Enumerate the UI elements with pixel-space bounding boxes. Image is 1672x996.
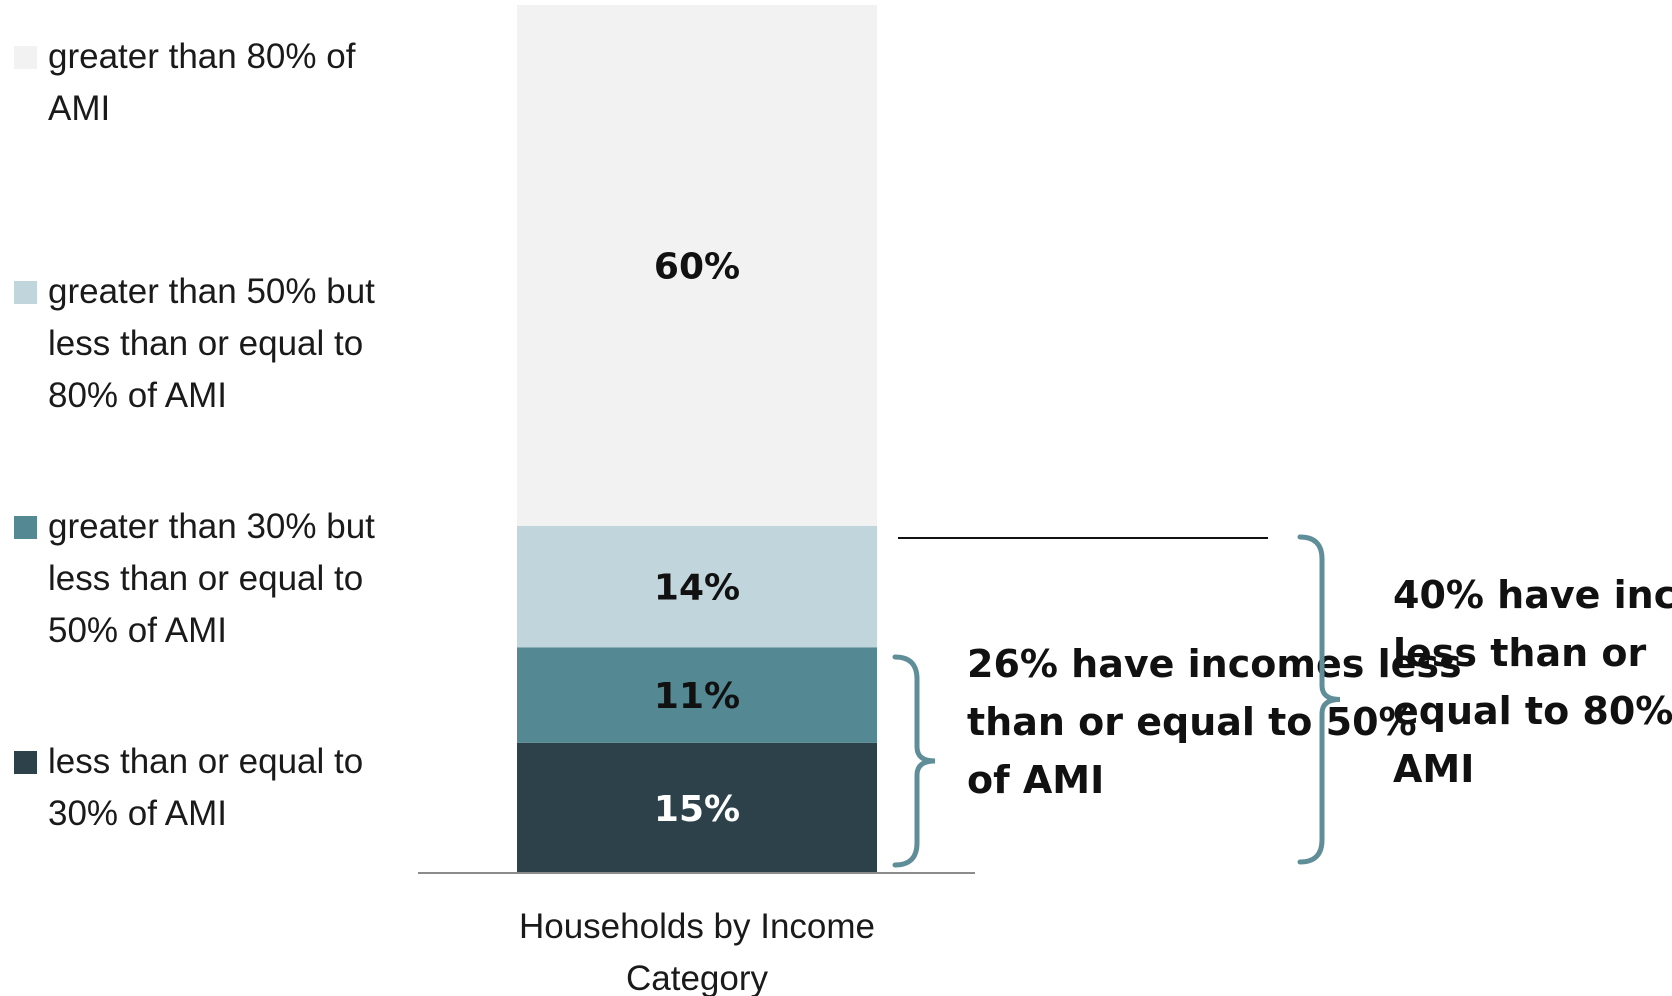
legend-label: greater than 50% but less than or equal t… <box>48 272 375 415</box>
legend-swatch <box>14 281 37 304</box>
legend-item-1: greater than 80% of AMI <box>14 37 356 128</box>
legend-item-4: less than or equal to 30% of AMI <box>14 742 363 833</box>
x-axis-label: Households by Income Category <box>519 907 875 996</box>
bar-segment-60 <box>517 5 877 526</box>
bar-segment-14 <box>517 525 877 648</box>
legend-item-3: greater than 30% but less than or equal t… <box>14 507 375 650</box>
legend-label: greater than 30% but less than or equal t… <box>48 507 375 650</box>
curly-bracket <box>1297 534 1341 865</box>
curly-bracket <box>892 654 936 868</box>
legend-label: greater than 80% of AMI <box>48 37 356 128</box>
legend-label: less than or equal to 30% of AMI <box>48 742 363 833</box>
legend-item-2: greater than 50% but less than or equal t… <box>14 272 375 415</box>
annotation-text: 26% have incomes less than or equal to 50… <box>967 642 1462 802</box>
bar-segment-11 <box>517 647 877 743</box>
legend: greater than 80% of AMI greater than 50% b… <box>14 37 375 833</box>
legend-swatch <box>14 751 37 774</box>
data-label-14: 14% <box>654 568 740 609</box>
legend-swatch <box>14 46 37 69</box>
legend-swatch <box>14 516 37 539</box>
data-label-60: 60% <box>654 246 740 287</box>
x-axis-label-line: Category <box>626 959 769 996</box>
annotations: 26% have incomes less than or equal to 50… <box>892 534 1672 868</box>
annotation-1: 26% have incomes less than or equal to 50… <box>892 642 1462 868</box>
bar-segments <box>517 5 877 873</box>
data-label-15: 15% <box>654 789 740 830</box>
bar-segment-15 <box>517 742 877 873</box>
x-axis-label-line: Households by Income <box>519 907 875 946</box>
data-label-11: 11% <box>654 676 740 717</box>
data-labels: 15% 11% 14% 60% <box>654 246 740 830</box>
